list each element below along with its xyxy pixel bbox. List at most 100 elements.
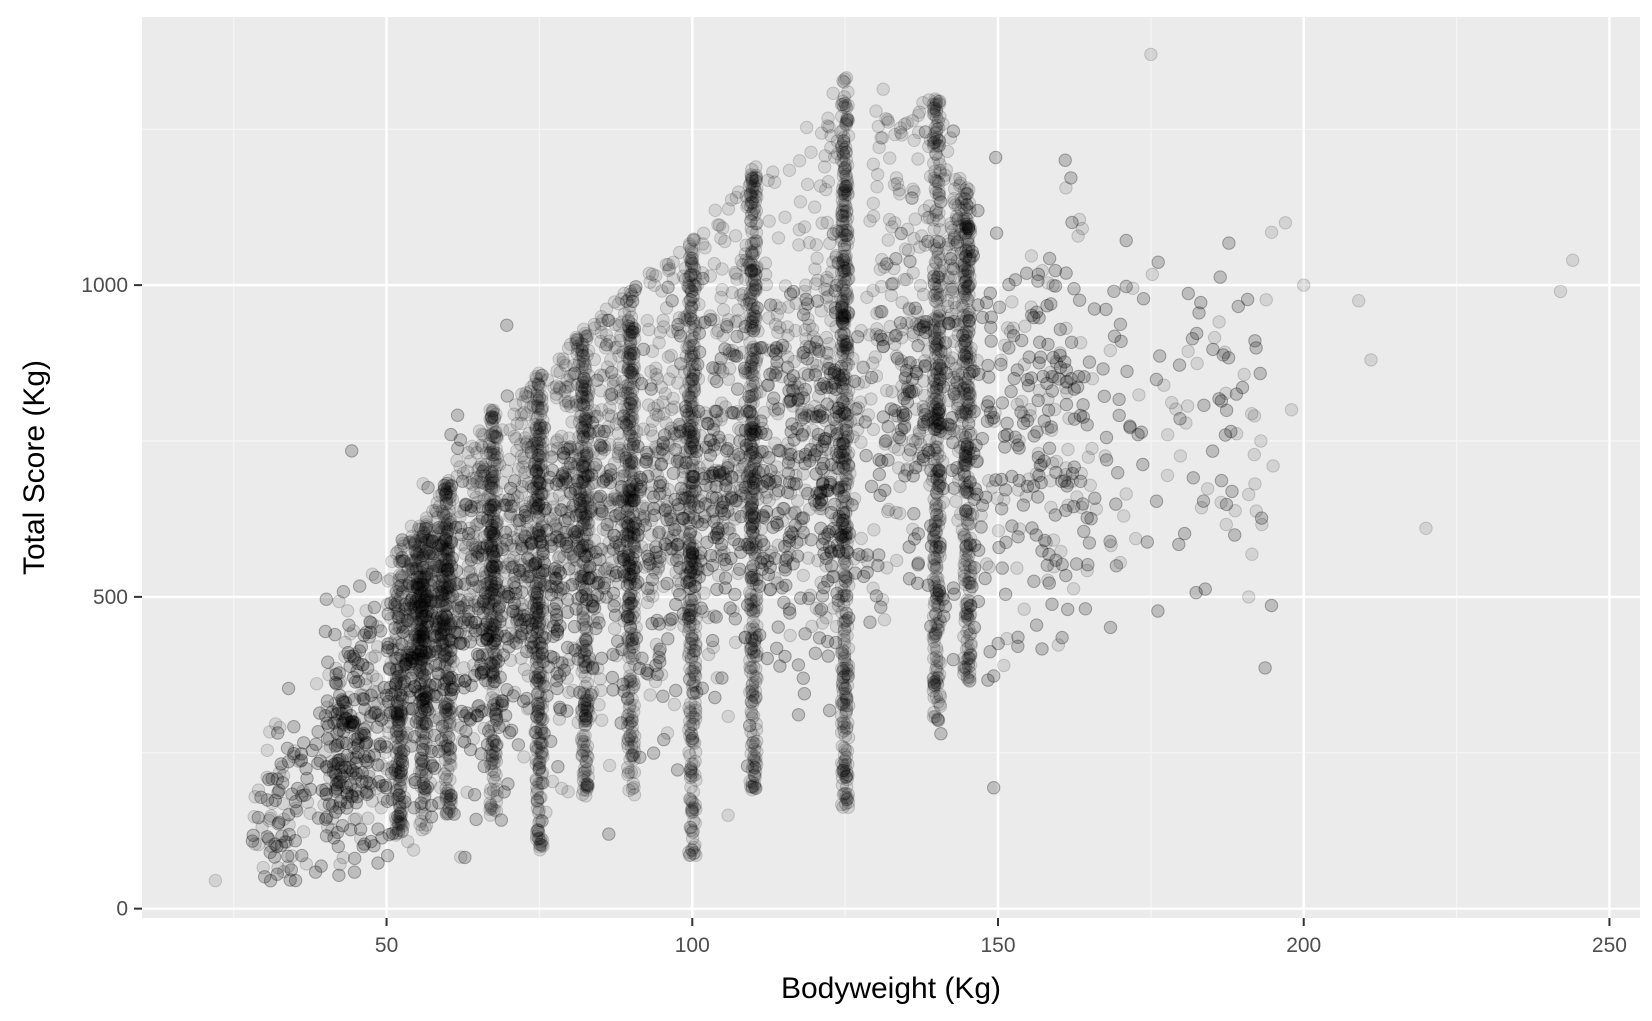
data-point	[947, 587, 961, 601]
data-point	[339, 736, 354, 751]
data-point	[591, 661, 605, 676]
data-point	[992, 300, 1007, 314]
data-point	[1229, 387, 1244, 401]
data-point	[320, 694, 335, 708]
data-point	[1140, 535, 1155, 549]
data-point	[424, 680, 439, 694]
data-point	[778, 563, 793, 577]
data-point	[1228, 528, 1242, 542]
data-point	[1040, 299, 1054, 313]
data-point	[751, 492, 765, 506]
data-point	[1059, 397, 1074, 412]
data-point	[1024, 249, 1039, 263]
data-point	[770, 576, 785, 590]
data-point	[820, 634, 835, 649]
data-point	[568, 486, 582, 500]
data-point	[268, 717, 283, 731]
data-point	[718, 581, 732, 595]
data-point	[643, 688, 657, 702]
data-point	[836, 448, 850, 463]
data-point	[553, 522, 567, 536]
data-point	[1064, 171, 1078, 185]
data-point	[701, 647, 716, 662]
data-point	[506, 499, 521, 513]
data-point	[463, 742, 478, 757]
data-point	[669, 683, 683, 698]
data-point	[1197, 398, 1211, 412]
data-point	[1149, 494, 1164, 508]
data-point	[1038, 533, 1052, 548]
data-point	[864, 370, 879, 385]
data-point	[604, 409, 618, 423]
data-point	[549, 613, 564, 627]
data-point	[998, 587, 1013, 601]
data-point	[728, 612, 742, 626]
data-point	[593, 672, 607, 686]
data-point	[404, 519, 419, 533]
data-point	[553, 669, 567, 683]
data-point	[745, 518, 759, 532]
data-point	[860, 565, 874, 579]
data-point	[1042, 576, 1057, 590]
data-point	[553, 702, 568, 717]
data-point	[818, 413, 832, 428]
data-point	[986, 410, 1001, 425]
data-point	[486, 639, 500, 653]
data-point	[795, 429, 810, 443]
data-point	[1181, 399, 1195, 413]
data-point	[376, 792, 391, 806]
data-point	[531, 582, 545, 596]
data-point	[661, 632, 675, 646]
data-point	[855, 549, 869, 563]
data-point	[1045, 597, 1059, 611]
data-point	[466, 732, 481, 746]
data-point	[340, 604, 355, 618]
data-point	[817, 580, 831, 595]
data-point	[503, 509, 517, 524]
data-point	[1134, 425, 1149, 439]
data-point	[1181, 344, 1195, 358]
data-point	[963, 346, 977, 360]
data-point	[804, 533, 818, 547]
data-point	[1061, 442, 1075, 457]
data-point	[1032, 311, 1046, 325]
data-point	[827, 601, 841, 615]
data-point	[783, 442, 797, 457]
data-point	[294, 747, 309, 761]
data-point	[1212, 315, 1226, 329]
data-point	[463, 713, 478, 727]
data-point	[408, 595, 422, 609]
data-point	[268, 793, 282, 807]
data-point	[347, 865, 362, 879]
data-point	[508, 567, 522, 582]
data-point	[1040, 558, 1055, 572]
data-point	[650, 613, 664, 628]
data-point	[787, 354, 801, 369]
data-point	[824, 559, 839, 573]
data-point	[1033, 350, 1048, 364]
data-point	[653, 642, 667, 656]
data-point	[345, 444, 359, 458]
data-point	[1027, 429, 1041, 443]
data-point	[521, 669, 535, 683]
data-point	[1072, 293, 1087, 307]
data-point	[1196, 494, 1211, 508]
data-point	[1259, 293, 1273, 307]
data-point	[951, 398, 965, 412]
data-point	[873, 488, 887, 503]
data-point	[989, 226, 1004, 240]
data-point	[1219, 517, 1234, 532]
data-point	[470, 446, 484, 460]
data-point	[984, 320, 998, 334]
data-point	[1011, 530, 1025, 544]
data-point	[1059, 363, 1074, 377]
data-point	[295, 848, 309, 863]
data-point	[731, 382, 745, 396]
data-point	[556, 532, 570, 546]
data-point	[649, 637, 664, 652]
data-point	[906, 522, 920, 536]
data-point	[369, 570, 383, 584]
data-point	[860, 548, 875, 562]
data-point	[768, 551, 782, 566]
data-point	[982, 370, 996, 384]
